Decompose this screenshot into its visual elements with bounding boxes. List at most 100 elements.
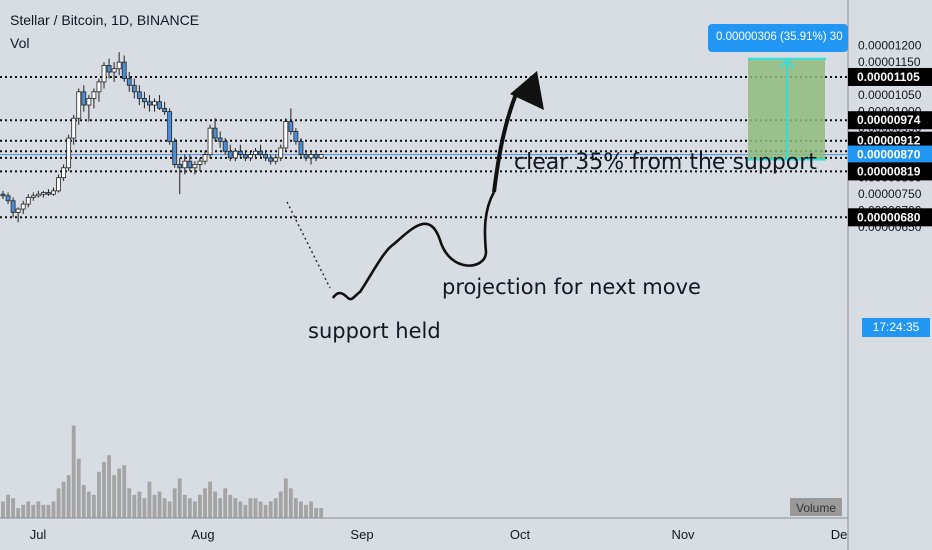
price-level-tag	[848, 111, 932, 130]
candle-up	[248, 154, 253, 159]
candle-up	[232, 150, 238, 159]
candle-up	[202, 154, 208, 162]
projection-annotation: projection for next move	[442, 275, 701, 299]
candle-down	[10, 200, 16, 213]
candle-up	[61, 167, 66, 179]
candle-down	[126, 78, 132, 86]
volume-bar	[294, 498, 298, 518]
candle-down	[242, 154, 248, 159]
candle-down	[212, 127, 218, 139]
volume-bar	[213, 491, 217, 518]
volume-bar	[127, 488, 132, 518]
volume-bar	[248, 498, 253, 518]
candle-up	[20, 203, 26, 210]
volume-bar	[208, 481, 212, 518]
volume-bar	[319, 508, 324, 518]
volume-bar	[26, 501, 31, 518]
volume-bar	[21, 504, 26, 518]
price-tick-label: 0.00001200	[858, 39, 922, 53]
candle-down	[237, 150, 243, 155]
price-level-tag	[848, 162, 932, 181]
volume-bar	[97, 471, 101, 518]
volume-bar	[268, 501, 273, 518]
volume-bar	[258, 501, 263, 518]
candle-up	[25, 197, 31, 205]
volume-bar	[81, 485, 86, 518]
target-arrow-head	[779, 59, 795, 69]
volume-bar	[182, 494, 187, 518]
price-level-label: 0.00000974	[857, 113, 921, 127]
candle-up	[96, 81, 102, 93]
candle-down	[5, 195, 11, 202]
volume-bar	[102, 461, 106, 518]
volume-bar	[117, 468, 122, 518]
volume-axis-tag: Volume	[790, 498, 842, 516]
candle-up	[71, 117, 77, 139]
volume-bar	[86, 491, 91, 518]
candle-down	[222, 140, 228, 152]
target-annotation: clear 35% from the support	[514, 150, 817, 175]
volume-bar	[288, 488, 293, 518]
volume-bar	[283, 478, 288, 518]
candle-down	[136, 91, 142, 99]
volume-bar	[309, 501, 313, 518]
volume-bar	[233, 498, 238, 518]
chart-title: Stellar / Bitcoin, 1D, BINANCE	[10, 12, 200, 28]
candle-up	[116, 61, 122, 70]
candle-down	[177, 164, 183, 169]
volume-bar	[253, 498, 258, 518]
candle-up	[101, 65, 107, 83]
volume-bar	[263, 504, 268, 518]
volume-bar	[198, 494, 202, 518]
candle-up	[76, 91, 82, 119]
volume-bar	[314, 508, 318, 518]
price-tick-label: 0.00000750	[858, 187, 922, 201]
volume-bar	[71, 425, 76, 518]
volume-bar	[299, 501, 303, 518]
volume-bar	[137, 491, 142, 518]
volume-bar	[167, 501, 172, 518]
time-tick-label: Jul	[30, 527, 47, 542]
candle-countdown: 17:24:35	[862, 318, 930, 337]
candle-down	[46, 192, 51, 195]
candle-down	[167, 111, 173, 142]
candle-down	[268, 157, 274, 162]
volume-bar	[304, 504, 308, 518]
candle-up	[86, 98, 92, 106]
volume-bar	[147, 481, 152, 518]
price-tick-label: 0.00001050	[858, 88, 922, 102]
current-price-tag	[848, 145, 932, 164]
candle-down	[131, 84, 137, 93]
candle-down	[227, 150, 233, 159]
volume-bar	[162, 498, 167, 518]
volume-bar	[273, 498, 278, 518]
candle-down	[172, 140, 178, 165]
volume-bar	[218, 498, 223, 518]
volume-bar	[92, 494, 96, 518]
time-tick-label: De	[831, 527, 848, 542]
volume-bar	[51, 501, 56, 518]
volume-bar	[36, 501, 41, 518]
volume-bar	[16, 508, 21, 518]
candle-up	[41, 192, 46, 195]
volume-bar	[66, 475, 71, 518]
volume-bar	[132, 494, 137, 518]
price-level-tag	[848, 67, 932, 86]
volume-bar	[152, 494, 157, 518]
candle-up	[56, 177, 61, 192]
candle-up	[91, 91, 97, 99]
volume-bar	[41, 504, 46, 518]
volume-bar	[1, 501, 5, 518]
candle-up	[283, 121, 289, 149]
candle-down	[217, 137, 223, 142]
time-tick-label: Oct	[510, 527, 531, 542]
candle-down	[162, 107, 168, 113]
volume-bar	[122, 465, 127, 518]
volume-bar	[142, 498, 147, 518]
volume-bar	[157, 491, 162, 518]
candle-up	[273, 157, 279, 162]
candle-up	[278, 147, 284, 159]
measure-tooltip-text: 0.00000306 (35.91%) 30	[716, 31, 843, 43]
